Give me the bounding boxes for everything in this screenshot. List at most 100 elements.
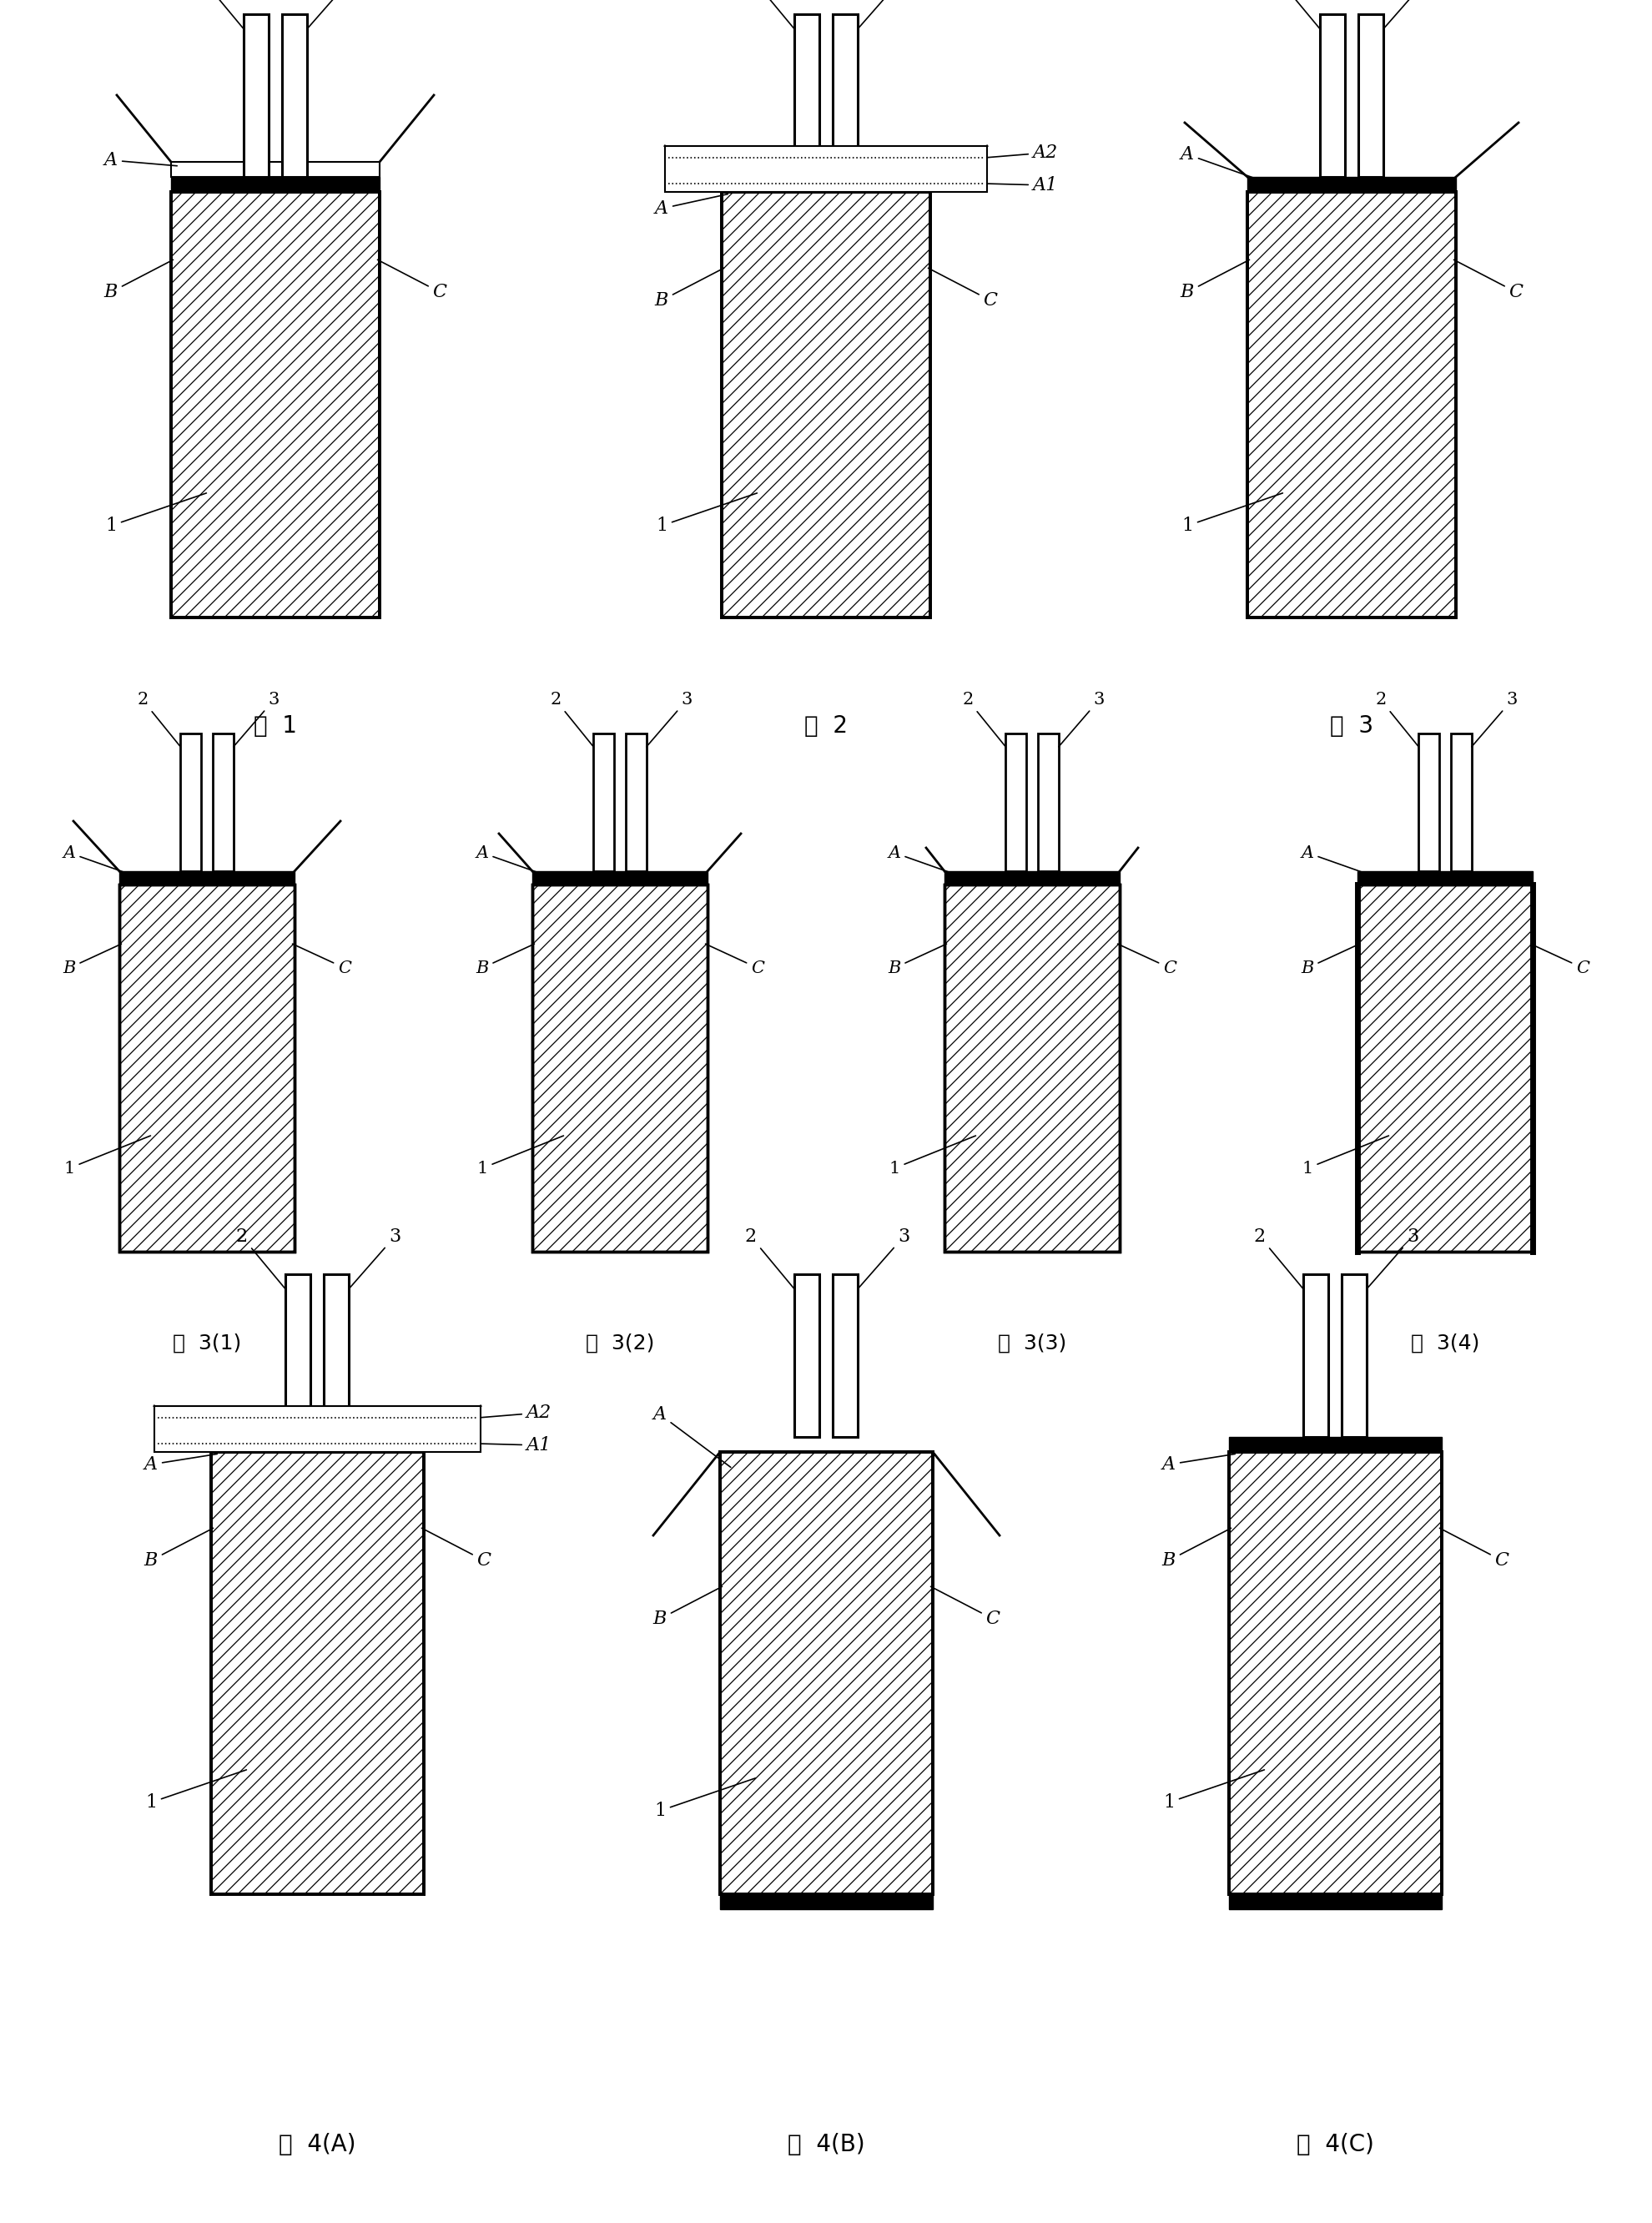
- Text: C: C: [1454, 260, 1523, 302]
- FancyBboxPatch shape: [666, 147, 986, 191]
- FancyBboxPatch shape: [720, 1452, 933, 1894]
- Text: 3: 3: [857, 1227, 910, 1289]
- Text: A: A: [144, 1454, 216, 1474]
- FancyBboxPatch shape: [945, 871, 1120, 885]
- Text: 图  3: 图 3: [1330, 714, 1373, 738]
- Text: A: A: [1181, 144, 1254, 178]
- FancyBboxPatch shape: [172, 162, 380, 178]
- Text: 2: 2: [195, 0, 244, 29]
- Text: 3: 3: [349, 1227, 400, 1289]
- Text: A: A: [63, 845, 124, 871]
- Text: 图  1: 图 1: [254, 714, 297, 738]
- Text: 1: 1: [889, 1136, 976, 1176]
- Text: B: B: [889, 945, 947, 976]
- Text: C: C: [930, 1587, 999, 1627]
- Text: B: B: [144, 1527, 213, 1569]
- FancyBboxPatch shape: [1419, 734, 1439, 871]
- Text: 1: 1: [64, 1136, 150, 1176]
- Text: A2: A2: [986, 144, 1057, 162]
- FancyBboxPatch shape: [1229, 1452, 1442, 1894]
- Text: 1: 1: [1163, 1770, 1264, 1812]
- Text: 图  3(3): 图 3(3): [998, 1334, 1067, 1354]
- FancyBboxPatch shape: [119, 871, 294, 885]
- Text: 图  3(4): 图 3(4): [1411, 1334, 1480, 1354]
- FancyBboxPatch shape: [1358, 885, 1533, 1252]
- Text: 图  3(1): 图 3(1): [172, 1334, 241, 1354]
- Text: 3: 3: [307, 0, 358, 29]
- Text: A: A: [1302, 845, 1361, 871]
- FancyBboxPatch shape: [1229, 1436, 1442, 1452]
- Text: 图  4(B): 图 4(B): [788, 2132, 864, 2156]
- Text: 2: 2: [963, 691, 1006, 747]
- Text: 3: 3: [1059, 691, 1105, 747]
- Text: 3: 3: [857, 0, 910, 29]
- Text: 3: 3: [1472, 691, 1518, 747]
- FancyBboxPatch shape: [833, 13, 857, 178]
- Text: C: C: [928, 269, 998, 309]
- Text: C: C: [1439, 1527, 1508, 1569]
- Text: 3: 3: [1383, 0, 1436, 29]
- Text: 图  4(C): 图 4(C): [1297, 2132, 1374, 2156]
- FancyBboxPatch shape: [945, 885, 1120, 1252]
- Text: 图  4(A): 图 4(A): [279, 2132, 355, 2156]
- Text: A1: A1: [986, 176, 1057, 193]
- FancyBboxPatch shape: [795, 1274, 819, 1436]
- Text: 1: 1: [1302, 1136, 1389, 1176]
- Text: A: A: [104, 151, 177, 169]
- Text: A2: A2: [481, 1403, 552, 1423]
- FancyBboxPatch shape: [1037, 734, 1059, 871]
- Text: A: A: [654, 193, 729, 218]
- Text: B: B: [1181, 260, 1249, 302]
- FancyBboxPatch shape: [286, 1274, 311, 1436]
- Text: 1: 1: [106, 494, 206, 536]
- Text: 2: 2: [236, 1227, 286, 1289]
- Text: A: A: [476, 845, 537, 871]
- FancyBboxPatch shape: [213, 734, 233, 871]
- Text: 1: 1: [654, 1778, 755, 1821]
- FancyBboxPatch shape: [1303, 1274, 1328, 1436]
- FancyBboxPatch shape: [172, 191, 380, 618]
- FancyBboxPatch shape: [626, 734, 646, 871]
- FancyBboxPatch shape: [1006, 734, 1026, 871]
- Text: A: A: [1163, 1454, 1236, 1474]
- Text: C: C: [1118, 945, 1176, 976]
- Text: 2: 2: [1254, 1227, 1303, 1289]
- FancyBboxPatch shape: [722, 178, 930, 191]
- FancyBboxPatch shape: [593, 734, 615, 871]
- Text: B: B: [1302, 945, 1360, 976]
- FancyBboxPatch shape: [324, 1274, 349, 1436]
- Text: 2: 2: [550, 691, 593, 747]
- Text: 图  2: 图 2: [805, 714, 847, 738]
- Text: A: A: [653, 1405, 730, 1467]
- FancyBboxPatch shape: [1358, 871, 1533, 885]
- FancyBboxPatch shape: [1358, 13, 1383, 178]
- FancyBboxPatch shape: [532, 871, 707, 885]
- Text: 2: 2: [1270, 0, 1320, 29]
- Text: A: A: [889, 845, 948, 871]
- FancyBboxPatch shape: [243, 13, 269, 178]
- FancyBboxPatch shape: [172, 178, 380, 191]
- FancyBboxPatch shape: [282, 13, 307, 178]
- Text: 3: 3: [1366, 1227, 1419, 1289]
- Text: 2: 2: [745, 0, 795, 29]
- FancyBboxPatch shape: [720, 1894, 933, 1910]
- FancyBboxPatch shape: [833, 1274, 857, 1436]
- FancyBboxPatch shape: [1247, 191, 1455, 618]
- FancyBboxPatch shape: [532, 885, 707, 1252]
- FancyBboxPatch shape: [211, 1436, 425, 1452]
- Text: 3: 3: [233, 691, 279, 747]
- Text: B: B: [654, 269, 724, 309]
- Text: 1: 1: [145, 1770, 246, 1812]
- Text: 2: 2: [1376, 691, 1419, 747]
- Text: B: B: [104, 260, 173, 302]
- FancyBboxPatch shape: [795, 13, 819, 178]
- Text: C: C: [1531, 945, 1589, 976]
- Text: B: B: [63, 945, 121, 976]
- Text: A1: A1: [481, 1436, 552, 1454]
- Text: 1: 1: [477, 1136, 563, 1176]
- FancyBboxPatch shape: [1450, 734, 1472, 871]
- Text: 1: 1: [656, 494, 757, 536]
- Text: B: B: [1161, 1527, 1231, 1569]
- Text: C: C: [705, 945, 765, 976]
- Text: 2: 2: [137, 691, 180, 747]
